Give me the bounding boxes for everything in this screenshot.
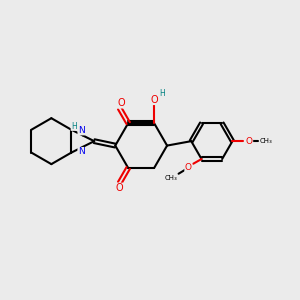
Text: H: H xyxy=(71,122,77,130)
Text: O: O xyxy=(185,163,192,172)
Text: O: O xyxy=(117,98,125,108)
Text: O: O xyxy=(150,94,158,105)
Text: O: O xyxy=(246,137,253,146)
Text: CH₃: CH₃ xyxy=(260,138,273,144)
Text: O: O xyxy=(115,183,123,193)
Text: N: N xyxy=(78,126,85,135)
Text: CH₃: CH₃ xyxy=(164,175,177,181)
Text: H: H xyxy=(160,88,165,98)
Text: N: N xyxy=(78,147,85,156)
